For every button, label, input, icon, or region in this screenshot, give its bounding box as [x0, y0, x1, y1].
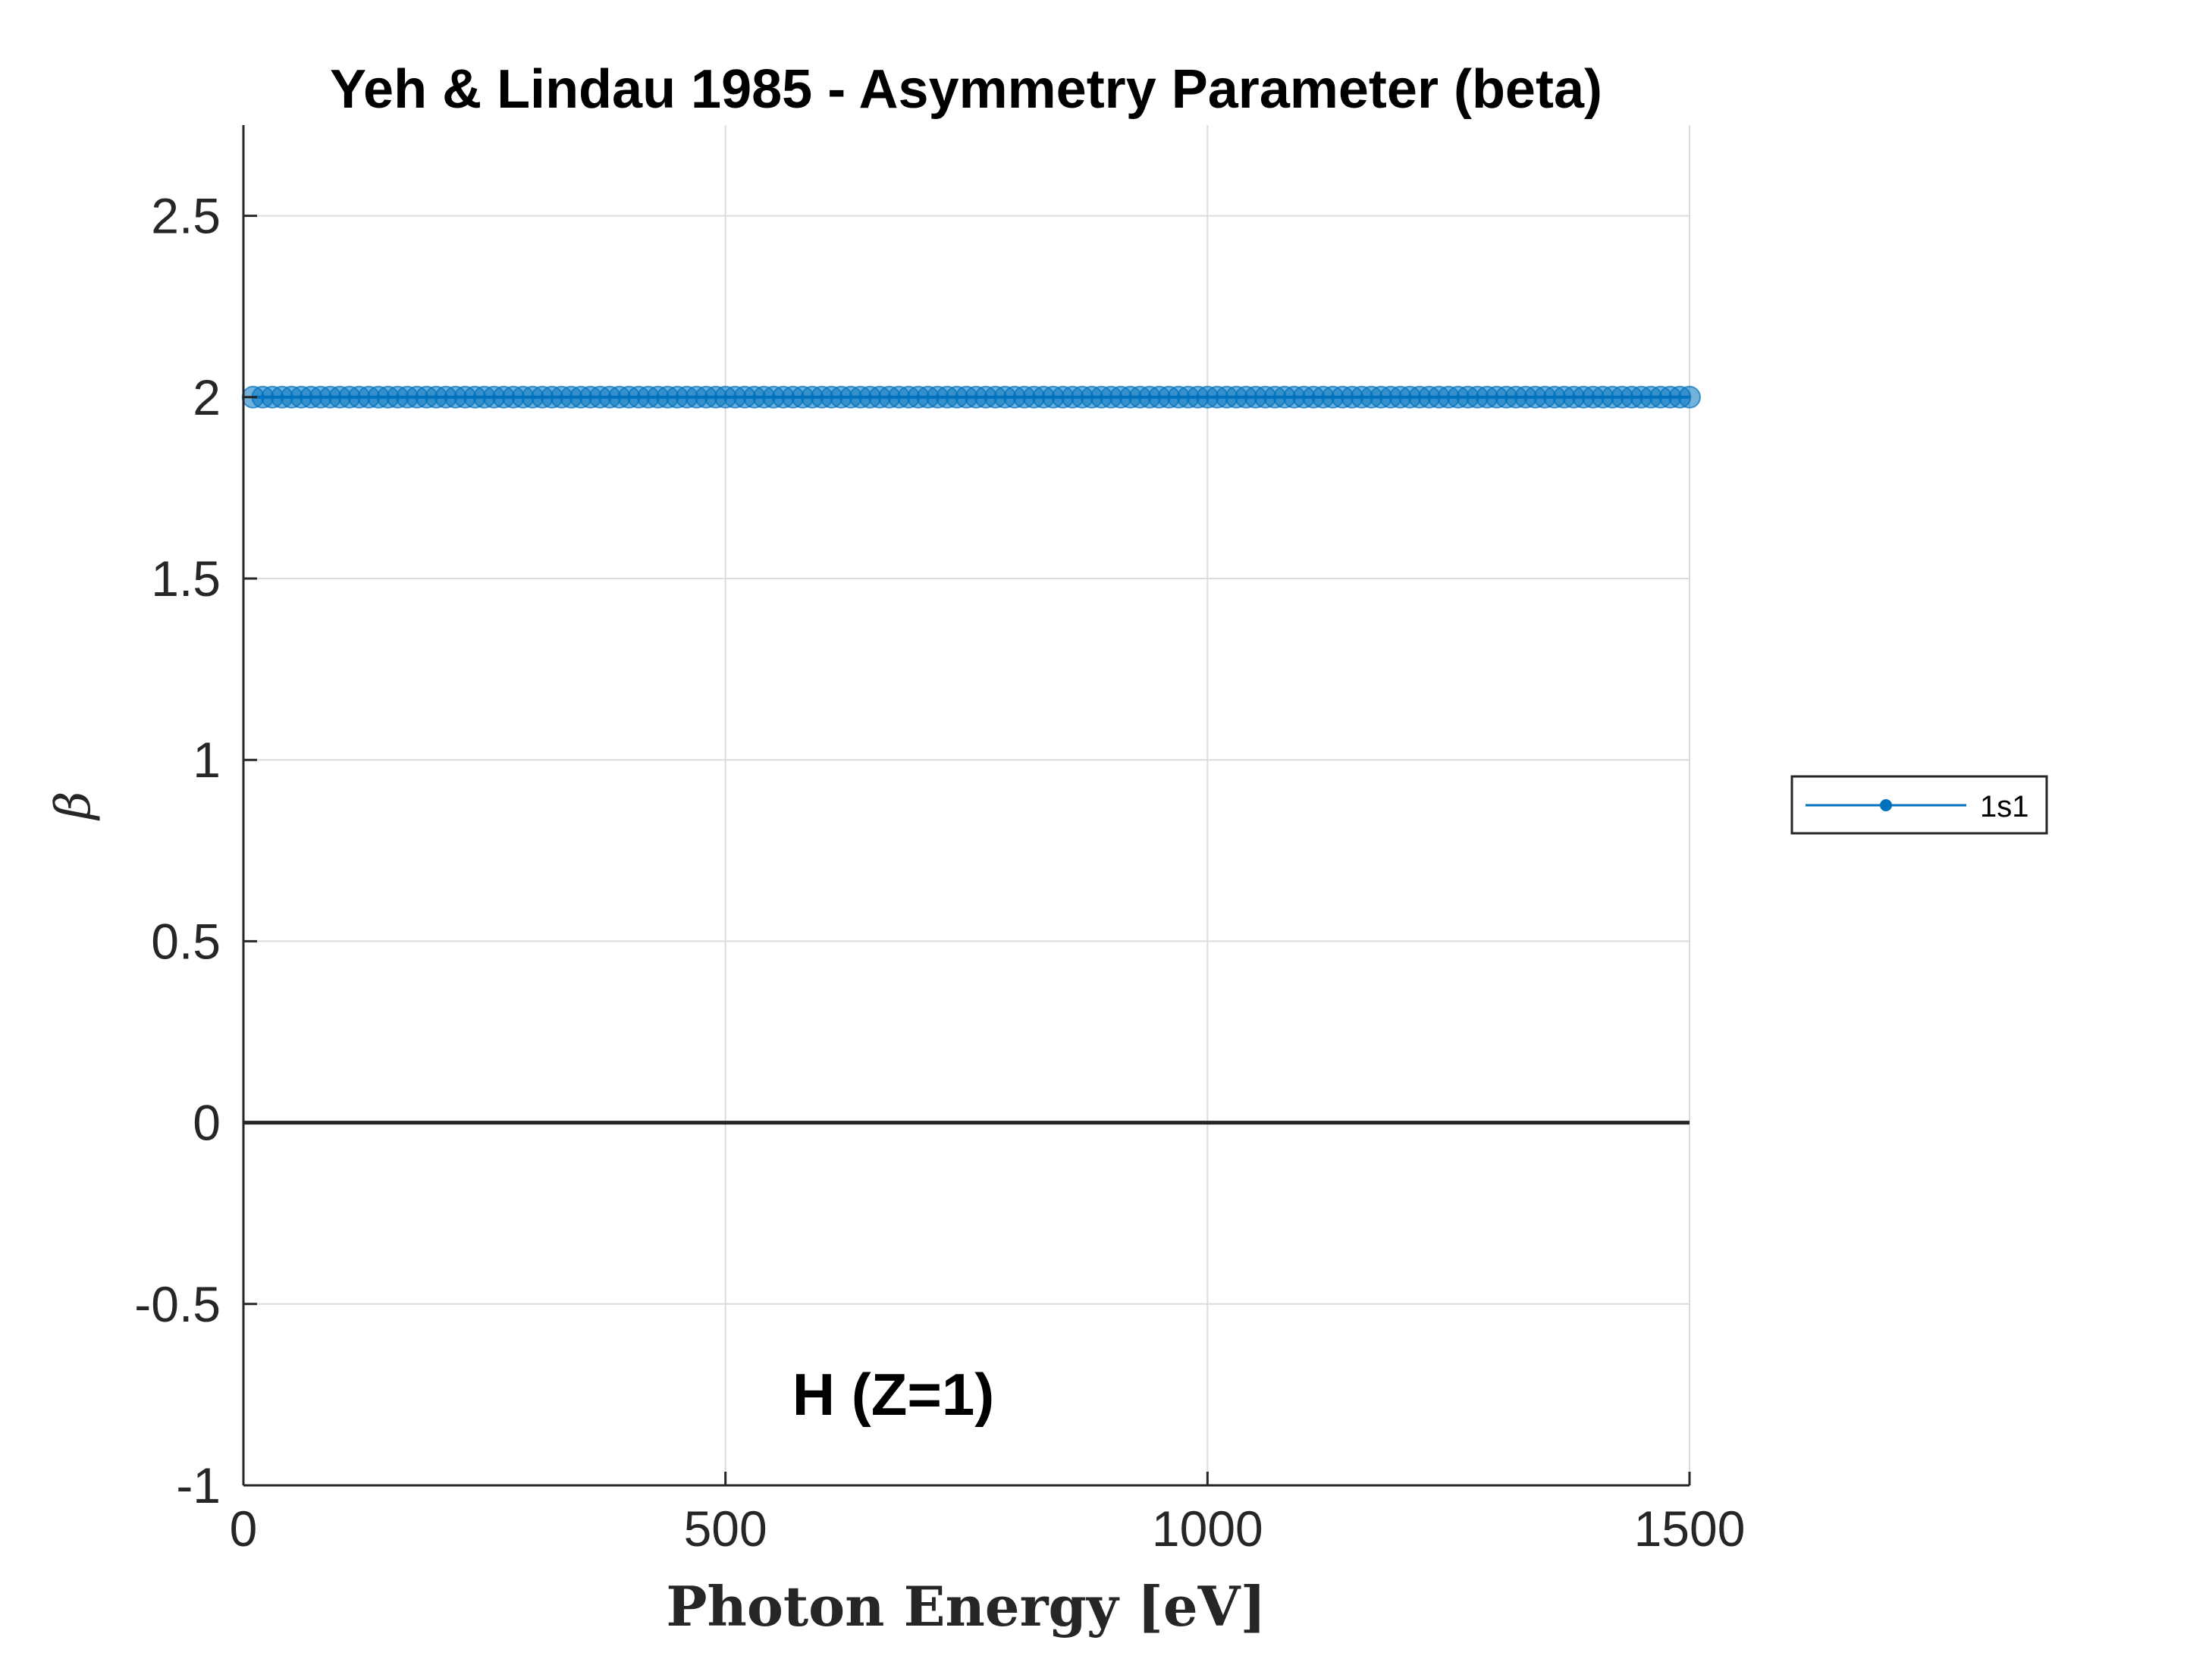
x-axis-label: Photon Energy [eV] — [666, 1574, 1266, 1639]
y-tick-label: 2 — [193, 369, 221, 425]
y-axis-label: β — [45, 792, 102, 821]
y-tick-label: -1 — [176, 1457, 221, 1513]
plot-area — [243, 125, 1690, 1485]
y-tick-label: 1 — [193, 732, 221, 788]
legend-label-1s1: 1s1 — [1980, 790, 2029, 823]
element-annotation: H (Z=1) — [792, 1361, 995, 1428]
series-group — [241, 385, 1701, 409]
x-tick-label: 0 — [230, 1501, 258, 1557]
x-tick-label: 1000 — [1152, 1501, 1263, 1557]
legend-marker-1s1 — [1880, 799, 1892, 811]
x-ticks: 0 500 1000 1500 — [230, 1472, 1746, 1557]
y-tick-label: -0.5 — [134, 1276, 221, 1332]
y-tick-label: 0 — [193, 1095, 221, 1151]
x-tick-label: 1500 — [1634, 1501, 1746, 1557]
y-tick-label: 2.5 — [151, 188, 221, 244]
axes — [242, 125, 1690, 1487]
y-ticks: -1 -0.5 0 0.5 1 1.5 2 2.5 — [134, 188, 257, 1513]
chart-title: Yeh & Lindau 1985 - Asymmetry Parameter … — [330, 59, 1602, 120]
y-tick-label: 0.5 — [151, 913, 221, 969]
legend: 1s1 — [1790, 775, 2048, 835]
x-tick-label: 500 — [684, 1501, 767, 1557]
y-tick-label: 1.5 — [151, 550, 221, 607]
data-point-1s1 — [1678, 385, 1701, 409]
